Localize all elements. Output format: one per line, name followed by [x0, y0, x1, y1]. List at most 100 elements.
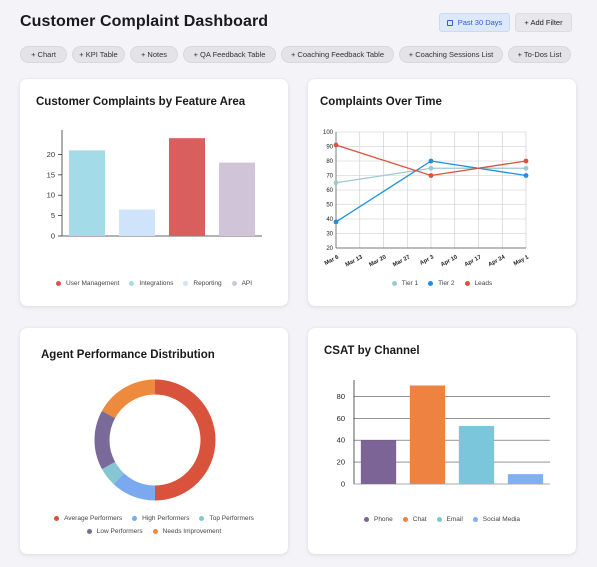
legend-label: Chat	[412, 516, 427, 523]
y-tick-label: 15	[47, 170, 55, 179]
legend-item-email[interactable]: Email	[436, 516, 463, 523]
legend-label: Average Performers	[64, 515, 123, 522]
slice-needs-improvement	[101, 379, 156, 419]
legend-item-tier-1[interactable]: Tier 1	[391, 280, 418, 287]
legend-item-leads[interactable]: Leads	[464, 280, 493, 287]
y-tick-label: 70	[326, 174, 333, 180]
point-tier-1	[333, 180, 339, 186]
add-kpi-table-button[interactable]: + KPI Table	[72, 46, 125, 63]
legend-swatch	[132, 516, 138, 521]
y-tick-label: 40	[326, 217, 333, 223]
feature-area-card: Customer Complaints by Feature Area 0 5 10…	[20, 79, 288, 306]
x-tick-label: Mar 27	[392, 254, 411, 268]
add-filter-button[interactable]: + Add Filter	[515, 13, 572, 32]
agent-performance-title: Agent Performance Distribution	[41, 349, 215, 361]
y-tick-label: 50	[326, 203, 333, 209]
add-coaching-feedback-table-button[interactable]: + Coaching Feedback Table	[281, 46, 394, 63]
date-range-button[interactable]: Past 30 Days	[439, 13, 510, 32]
agent-performance-chart	[94, 379, 216, 501]
bar-api	[219, 162, 255, 236]
x-tick-label: Mar 6	[324, 254, 341, 267]
add-chart-button[interactable]: + Chart	[20, 46, 67, 63]
legend-item-tier-2[interactable]: Tier 2	[428, 280, 455, 287]
x-tick-label: Apr 24	[487, 254, 506, 268]
y-tick-label: 60	[337, 414, 345, 423]
add-qa-feedback-table-button[interactable]: + QA Feedback Table	[183, 46, 276, 63]
point-leads	[333, 142, 339, 148]
legend-swatch	[54, 516, 60, 521]
legend-swatch	[129, 281, 135, 286]
x-tick-label: Mar 20	[368, 254, 387, 268]
csat-title: CSAT by Channel	[324, 345, 420, 357]
legend-swatch	[86, 529, 92, 534]
legend-item-social-media[interactable]: Social Media	[472, 516, 520, 523]
date-range-label: Past 30 Days	[457, 18, 503, 27]
add-to-dos-list-button[interactable]: + To-Dos List	[508, 46, 571, 63]
y-tick-label: 60	[326, 188, 333, 194]
legend-label: Social Media	[482, 516, 520, 523]
legend-item-high-performers[interactable]: High Performers	[132, 515, 189, 522]
feature-area-legend: User Management Integrations Reporting API	[20, 280, 288, 293]
slice-low-performers	[94, 410, 116, 470]
legend-label: Needs Improvement	[162, 528, 222, 535]
csat-card: CSAT by Channel 0 20 40 60 80 Phone Chat Email…	[308, 328, 576, 554]
x-tick-label: Mar 13	[345, 254, 365, 268]
feature-area-title: Customer Complaints by Feature Area	[36, 96, 246, 108]
agent-performance-card: Agent Performance Distribution Average P…	[20, 328, 288, 554]
bar-chat	[409, 385, 446, 484]
x-tick-label: Apr 10	[440, 254, 459, 268]
point-leads	[428, 173, 434, 178]
agent-performance-legend: Average Performers High Performers Top Per…	[30, 515, 278, 541]
y-tick-label: 5	[51, 211, 55, 220]
over-time-legend: Tier 1 Tier 2 Leads	[308, 280, 576, 293]
legend-item-integrations[interactable]: Integrations	[129, 280, 173, 287]
legend-item-api[interactable]: API	[231, 280, 253, 287]
legend-swatch	[402, 517, 408, 522]
csat-legend: Phone Chat Email Social Media	[308, 516, 576, 529]
over-time-chart: 20 30 40 50 60 70 80 90 100 Mar 6 Mar 13 Mar 20 Mar …	[323, 130, 531, 268]
bar-email	[458, 425, 495, 484]
legend-label: Top Performers	[209, 515, 254, 522]
legend-item-needs-improvement[interactable]: Needs Improvement	[152, 528, 222, 535]
legend-item-chat[interactable]: Chat	[402, 516, 427, 523]
slice-top-performers	[101, 461, 125, 485]
legend-label: API	[241, 280, 253, 287]
x-tick-label: Apr 3	[419, 254, 436, 267]
add-coaching-sessions-list-button[interactable]: + Coaching Sessions List	[399, 46, 503, 63]
bar-reporting	[169, 138, 205, 236]
legend-swatch	[55, 281, 61, 286]
point-tier-1	[428, 165, 434, 171]
slice-high-performers	[113, 472, 156, 501]
legend-label: Reporting	[193, 280, 222, 287]
legend-label: Tier 2	[438, 280, 455, 287]
legend-item-average-performers[interactable]: Average Performers	[54, 515, 122, 522]
legend-item-low-performers[interactable]: Low Performers	[86, 528, 143, 535]
legend-item-user-management[interactable]: User Management	[55, 280, 120, 287]
y-tick-label: 10	[47, 191, 55, 200]
legend-item-reporting[interactable]: Reporting	[183, 280, 222, 287]
y-tick-label: 0	[51, 232, 55, 241]
point-tier-2	[333, 219, 339, 225]
legend-item-phone[interactable]: Phone	[363, 516, 393, 523]
add-notes-button[interactable]: + Notes	[130, 46, 178, 63]
legend-swatch	[464, 281, 470, 286]
x-tick-label: May 1	[513, 254, 531, 267]
y-tick-label: 40	[337, 436, 345, 445]
y-tick-label: 100	[323, 130, 334, 136]
legend-swatch	[183, 281, 189, 286]
point-tier-1	[523, 165, 529, 171]
point-tier-2	[428, 158, 434, 164]
legend-label: User Management	[65, 280, 120, 287]
legend-label: Integrations	[139, 280, 174, 287]
legend-item-top-performers[interactable]: Top Performers	[199, 515, 254, 522]
page-title: Customer Complaint Dashboard	[20, 13, 269, 30]
legend-swatch	[472, 517, 478, 522]
legend-label: Leads	[474, 280, 493, 287]
over-time-card: Complaints Over Time 20 30 40 50 60 70 80 90 100…	[308, 79, 576, 306]
slice-average-performers	[154, 379, 216, 501]
legend-label: Email	[446, 516, 463, 523]
calendar-icon	[446, 19, 453, 26]
bar-integrations	[119, 209, 155, 236]
y-tick-label: 80	[337, 392, 345, 401]
legend-swatch	[199, 516, 205, 521]
